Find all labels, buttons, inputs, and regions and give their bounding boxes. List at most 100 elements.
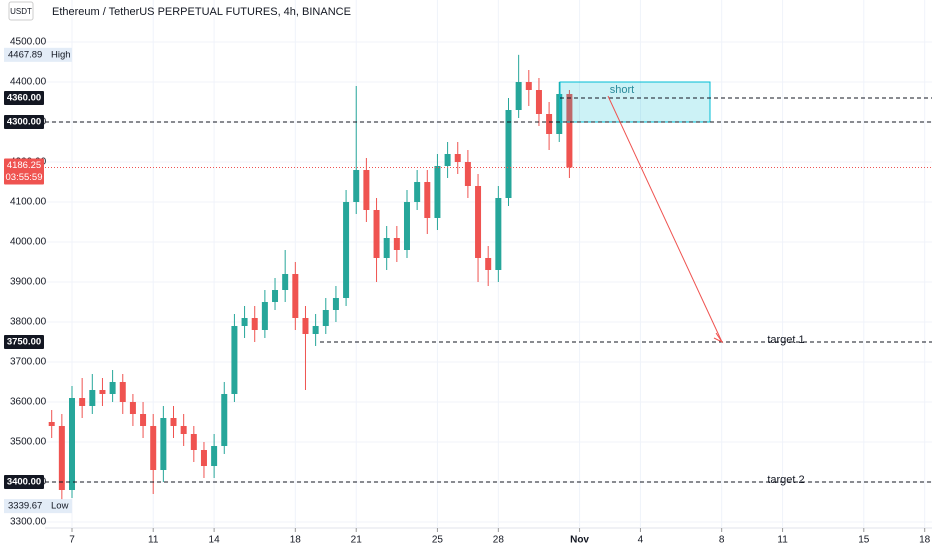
marker-label: High xyxy=(51,49,71,60)
currency: USDT xyxy=(10,7,32,16)
level-badge xyxy=(4,115,44,129)
candle-body xyxy=(444,154,451,166)
candle-body xyxy=(160,418,167,470)
last-price-label: 4186.25 xyxy=(7,160,41,171)
candle-body xyxy=(475,186,482,258)
arrow-head xyxy=(713,332,724,344)
candle-body xyxy=(403,202,410,250)
candle-body xyxy=(221,394,228,446)
candle-body xyxy=(99,390,106,394)
candle-body xyxy=(109,382,116,394)
candle-body xyxy=(495,198,502,270)
marker-value: 3339.67 xyxy=(8,501,42,512)
candle-body xyxy=(485,258,492,270)
x-tick-label: 18 xyxy=(919,535,931,546)
level-badge xyxy=(4,91,44,105)
candle-body xyxy=(434,166,441,218)
marker-badge xyxy=(4,47,72,62)
candle-body xyxy=(393,238,400,250)
x-tick-label: 8 xyxy=(719,535,725,546)
candle-body xyxy=(48,422,55,426)
candle-body xyxy=(322,310,329,326)
candle-body xyxy=(200,450,207,466)
candle-body xyxy=(383,238,390,258)
last-price-badge xyxy=(4,158,44,185)
level-badge-label: 3750.00 xyxy=(7,337,41,348)
candle-body xyxy=(546,114,553,134)
candle-body xyxy=(150,426,157,470)
candle-body xyxy=(231,326,238,394)
candle-body xyxy=(79,398,86,406)
candle-body xyxy=(261,302,268,330)
level-badge-label: 4360.00 xyxy=(7,93,41,104)
x-tick-label: 15 xyxy=(858,535,870,546)
target-label: target 2 xyxy=(767,474,804,486)
x-tick-label: 11 xyxy=(148,535,159,546)
y-tick-label: 3500.00 xyxy=(10,437,47,448)
candle-body xyxy=(414,182,421,202)
y-tick-label: 3900.00 xyxy=(10,277,47,288)
candle-body xyxy=(89,390,96,406)
currency-tag[interactable] xyxy=(8,1,34,21)
candle-body xyxy=(241,318,248,326)
y-tick-label: 3800.00 xyxy=(10,317,47,328)
candle-body xyxy=(170,418,177,426)
y-tick-label: 4500.00 xyxy=(10,37,47,48)
candle-body xyxy=(464,162,471,186)
candle-body xyxy=(282,274,289,290)
y-tick-label: 4100.00 xyxy=(10,197,47,208)
candle-body xyxy=(251,318,258,330)
countdown-label: 03:55:59 xyxy=(6,172,43,183)
candle-body xyxy=(424,182,431,218)
marker-label: Low xyxy=(51,501,69,512)
candle-body xyxy=(140,414,147,426)
candle-body xyxy=(535,90,542,114)
y-tick-label: 4000.00 xyxy=(10,237,47,248)
target-label: target 1 xyxy=(767,334,804,346)
chart-title: Ethereum / TetherUS PERPETUAL FUTURES, 4… xyxy=(52,6,351,18)
y-tick-label: 3600.00 xyxy=(10,397,47,408)
candle-body xyxy=(302,318,309,334)
candle-body xyxy=(312,326,319,334)
x-tick-label: 11 xyxy=(777,535,788,546)
x-tick-label: Nov xyxy=(570,535,589,546)
level-badge xyxy=(4,475,44,489)
y-tick-label: 4400.00 xyxy=(10,77,47,88)
marker-value: 4467.89 xyxy=(8,49,42,60)
candle-body xyxy=(525,82,532,90)
level-badge xyxy=(4,335,44,349)
x-tick-label: 25 xyxy=(432,535,444,546)
candle-body xyxy=(363,170,370,210)
candle-body xyxy=(292,274,299,318)
y-tick-label: 3300.00 xyxy=(10,517,47,528)
x-tick-label: 28 xyxy=(493,535,505,546)
x-tick-label: 18 xyxy=(290,535,302,546)
candle-body xyxy=(69,398,76,490)
candle-body xyxy=(190,434,197,450)
short-label: short xyxy=(610,84,634,96)
candle-body xyxy=(566,94,573,168)
candle-body xyxy=(119,382,126,402)
marker-badge xyxy=(4,499,72,514)
candle-body xyxy=(180,426,187,434)
arrow xyxy=(607,95,723,343)
candle-body xyxy=(373,210,380,258)
level-badge-label: 4300.00 xyxy=(7,117,41,128)
short-zone xyxy=(559,81,711,123)
y-tick-label: 3700.00 xyxy=(10,357,47,368)
candle-body xyxy=(272,290,279,302)
candle-body xyxy=(556,94,563,134)
candle-body xyxy=(505,110,512,198)
level-badge-label: 3400.00 xyxy=(7,477,41,488)
x-tick-label: 21 xyxy=(351,535,363,546)
x-tick-label: 14 xyxy=(209,535,221,546)
candle-body xyxy=(515,82,522,110)
candle-body xyxy=(332,298,339,310)
x-tick-label: 4 xyxy=(638,535,644,546)
candle-body xyxy=(58,426,65,490)
candle-body xyxy=(454,154,461,162)
candle-body xyxy=(353,170,360,202)
candle-body xyxy=(343,202,350,298)
candle-body xyxy=(129,402,136,414)
